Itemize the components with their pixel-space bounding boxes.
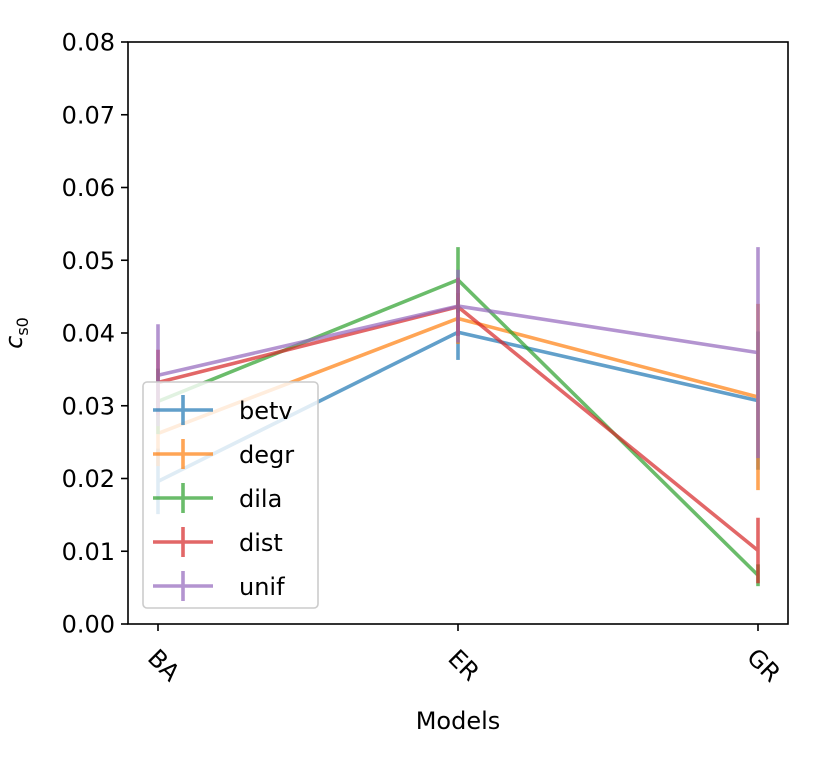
legend-label-unif: unif xyxy=(239,573,285,601)
x-axis-title: Models xyxy=(416,707,501,735)
y-tick-label: 0.08 xyxy=(62,29,115,57)
y-tick-label: 0.01 xyxy=(62,538,115,566)
legend-label-betv: betv xyxy=(239,397,293,425)
legend-item-betv xyxy=(153,395,213,425)
y-tick-label: 0.05 xyxy=(62,247,115,275)
x-tick-label: GR xyxy=(741,643,786,688)
y-tick-label: 0.04 xyxy=(62,320,115,348)
y-axis-title-subscript: s0 xyxy=(13,317,32,336)
y-axis-title: cs0 xyxy=(0,317,32,349)
y-tick-label: 0.06 xyxy=(62,174,115,202)
legend-item-dist xyxy=(153,527,213,557)
y-axis-title-main: c xyxy=(0,336,28,349)
y-tick-label: 0.02 xyxy=(62,465,115,493)
y-tick-label: 0.03 xyxy=(62,392,115,420)
legend-label-dist: dist xyxy=(239,529,283,557)
x-tick-label: BA xyxy=(142,644,185,687)
legend-item-unif xyxy=(153,571,213,601)
legend-label-degr: degr xyxy=(239,441,294,469)
y-tick-label: 0.07 xyxy=(62,101,115,129)
y-tick-label: 0.00 xyxy=(62,611,115,639)
legend: betv degr dila dist unif xyxy=(142,381,319,609)
legend-label-dila: dila xyxy=(239,485,282,513)
legend-item-degr xyxy=(153,439,213,469)
y-axis: 0.00 0.01 0.02 0.03 0.04 0.05 0.06 0.07 0.08 xyxy=(62,29,128,639)
x-tick-label: ER xyxy=(442,644,484,686)
legend-item-dila xyxy=(153,483,213,513)
legend-frame xyxy=(142,381,319,609)
series-unif xyxy=(156,247,760,459)
x-axis: BA ER GR xyxy=(142,624,786,688)
